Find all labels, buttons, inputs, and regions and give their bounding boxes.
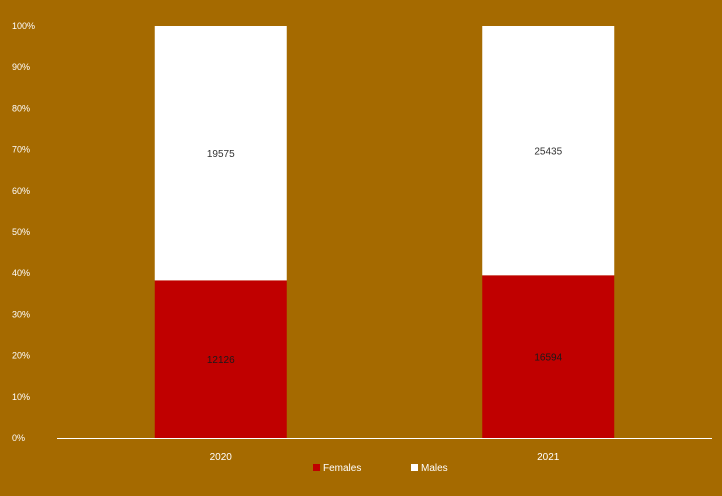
y-tick-label: 100% [12, 21, 35, 31]
data-labels: 12126 19575 16594 25435 [207, 147, 563, 367]
y-tick-label: 80% [12, 103, 30, 113]
data-label-males-2021: 25435 [534, 147, 562, 158]
legend-swatch-females [313, 464, 320, 471]
bar-males-2020 [154, 26, 287, 281]
y-tick-label: 40% [12, 268, 30, 278]
y-tick-label: 30% [12, 309, 30, 319]
y-tick-label: 70% [12, 145, 30, 155]
x-tick-label-2021: 2021 [537, 452, 560, 463]
y-tick-label: 10% [12, 392, 30, 402]
x-axis: 2020 2021 [210, 452, 560, 463]
bar-females-2020 [154, 280, 287, 438]
legend: Females Males [313, 463, 448, 474]
data-label-females-2020: 12126 [207, 355, 235, 366]
data-label-females-2021: 16594 [534, 353, 562, 364]
x-tick-label-2020: 2020 [210, 452, 233, 463]
y-tick-label: 50% [12, 227, 30, 237]
y-tick-label: 0% [12, 433, 25, 443]
bar-males-2021 [482, 26, 615, 276]
y-tick-label: 60% [12, 186, 30, 196]
y-tick-label: 20% [12, 351, 30, 361]
y-tick-label: 90% [12, 62, 30, 72]
data-label-males-2020: 19575 [207, 149, 235, 160]
legend-label-females: Females [323, 463, 361, 474]
legend-swatch-males [411, 464, 418, 471]
bars [154, 26, 615, 438]
y-axis: 0% 10% 20% 30% 40% 50% 60% 70% 80% 90% 100% [12, 21, 35, 443]
bar-females-2021 [482, 275, 615, 438]
legend-label-males: Males [421, 463, 448, 474]
